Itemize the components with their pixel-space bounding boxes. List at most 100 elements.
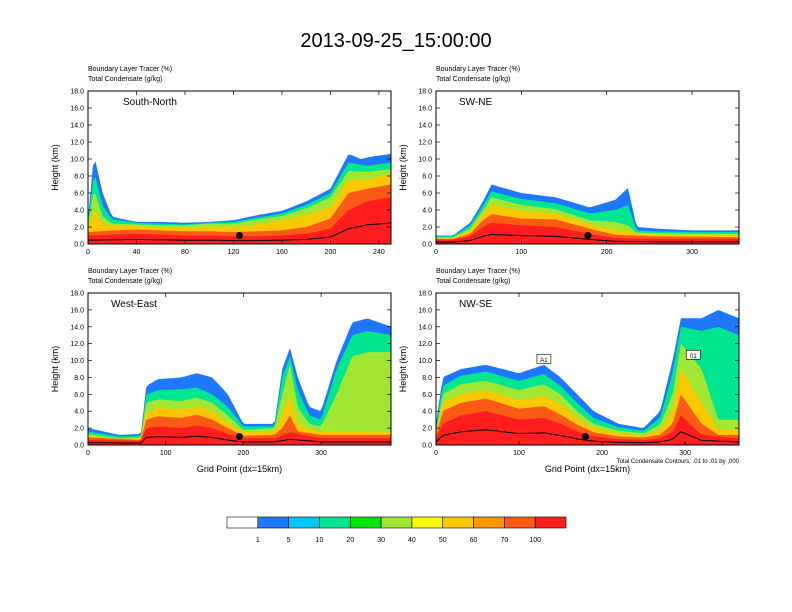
y-tick-label: 14.0 [70,123,84,130]
y-tick-label: 18.0 [70,89,84,96]
y-tick-label: 2.0 [74,426,84,433]
contour-label: 01 [690,354,697,360]
colorbar-label: 70 [500,537,508,544]
y-tick-label: 0.0 [74,443,84,450]
plot-area [88,293,391,445]
y-tick-label: 10.0 [70,157,84,164]
plot-area [88,91,391,244]
terrain-line [88,435,391,444]
y-axis-label: Height (km) [50,346,60,393]
location-marker [236,232,243,239]
panel-frame [87,292,392,446]
panel-subtitle-tracer: Boundary Layer Tracer (%) [436,268,520,275]
panel-subtitle-condensate: Total Condensate (g/kg) [88,278,162,285]
y-tick-label: 10.0 [418,157,432,164]
panel-2: 0.0 2.0 4.0 6.0 8.0 10.0 12.0 14.0 16.0 18.0 0 100 2… [398,66,740,256]
plot-area [436,91,739,244]
x-tick-label: 40 [133,249,141,256]
y-tick-label: 14.0 [70,324,84,331]
colorbar-label: 30 [377,537,385,544]
colorbar-label: 1 [256,537,260,544]
panel-frame [87,90,392,245]
y-tick-label: 4.0 [74,409,84,416]
x-tick-label: 100 [516,249,528,256]
y-tick-label: 16.0 [418,106,432,113]
x-tick-label: 160 [276,249,288,256]
tracer-band-100 [88,425,391,445]
panel-subtitle-condensate: Total Condensate (g/kg) [88,76,162,83]
contour-label: A1 [540,358,548,364]
x-tick-label: 300 [315,450,327,457]
colorbar-swatch [257,516,289,529]
terrain-line [436,429,739,444]
y-tick-label: 16.0 [70,106,84,113]
panel-subtitle-tracer: Boundary Layer Tracer (%) [436,66,520,73]
x-tick-label: 240 [373,249,385,256]
colorbar-label: 5 [287,537,291,544]
colorbar: 1 5 10 20 30 40 50 60 70 100 [226,516,567,544]
y-tick-label: 16.0 [418,307,432,314]
colorbar-label: 50 [439,537,447,544]
x-tick-label: 300 [679,450,691,457]
x-tick-label: 80 [181,249,189,256]
y-tick-label: 8.0 [74,375,84,382]
y-tick-label: 18.0 [418,291,432,298]
colorbar-swatch [534,516,567,529]
y-axis-label: Height (km) [398,144,408,191]
y-tick-label: 12.0 [418,140,432,147]
colorbar-swatch [288,516,320,529]
tracer-band-100 [436,411,739,445]
y-tick-label: 10.0 [418,358,432,365]
y-tick-label: 12.0 [418,341,432,348]
colorbar-label: 40 [408,537,416,544]
y-tick-label: 4.0 [422,208,432,215]
x-tick-label: 100 [513,450,525,457]
y-tick-label: 8.0 [74,174,84,181]
x-tick-label: 200 [596,450,608,457]
y-tick-label: 2.0 [74,225,84,232]
plot-area [436,293,739,445]
location-marker [584,232,592,239]
y-tick-label: 0.0 [422,443,432,450]
terrain-line [88,222,391,242]
panel-label: South-North [123,97,177,108]
figure-title: 2013-09-25_15:00:00 [300,30,492,52]
x-tick-label: 0 [434,249,438,256]
colorbar-label: 100 [529,537,541,544]
y-tick-label: 16.0 [70,307,84,314]
colorbar-swatch [504,516,536,529]
y-tick-label: 12.0 [70,341,84,348]
panel-frame [435,292,740,446]
x-tick-label: 200 [325,249,337,256]
x-tick-label: 200 [238,450,250,457]
x-tick-label: 100 [160,450,172,457]
panel-4: 0.0 2.0 4.0 6.0 8.0 10.0 12.0 14.0 16.0 18.0 0 100 2… [398,268,740,474]
panel-1: 0.0 2.0 4.0 6.0 8.0 10.0 12.0 14.0 16.0 18.0 0 40 80… [50,66,392,256]
y-tick-label: 18.0 [418,89,432,96]
colorbar-swatch [380,516,413,529]
y-tick-label: 14.0 [418,324,432,331]
y-tick-label: 8.0 [422,174,432,181]
y-tick-label: 12.0 [70,140,84,147]
y-tick-label: 6.0 [74,191,84,198]
colorbar-swatch [349,516,382,529]
contour-label-box [686,350,701,360]
y-tick-label: 18.0 [70,291,84,298]
panel-label: West-East [111,299,157,310]
y-tick-label: 4.0 [74,208,84,215]
panel-subtitle-condensate: Total Condensate (g/kg) [436,278,510,285]
contour-label-box [536,354,552,364]
contour-note: Total Condensate Contours: .01 to .01 by… [617,459,740,465]
tracer-band-100 [88,197,391,244]
panel-subtitle-condensate: Total Condensate (g/kg) [436,76,510,83]
y-tick-label: 2.0 [422,225,432,232]
panel-label: SW-NE [459,97,492,108]
y-tick-label: 6.0 [422,191,432,198]
y-tick-label: 6.0 [422,392,432,399]
y-axis-label: Height (km) [50,144,60,191]
x-tick-label: 0 [86,450,90,457]
tracer-band-70 [88,184,391,244]
y-tick-label: 4.0 [422,409,432,416]
panel-subtitle-tracer: Boundary Layer Tracer (%) [88,66,172,73]
